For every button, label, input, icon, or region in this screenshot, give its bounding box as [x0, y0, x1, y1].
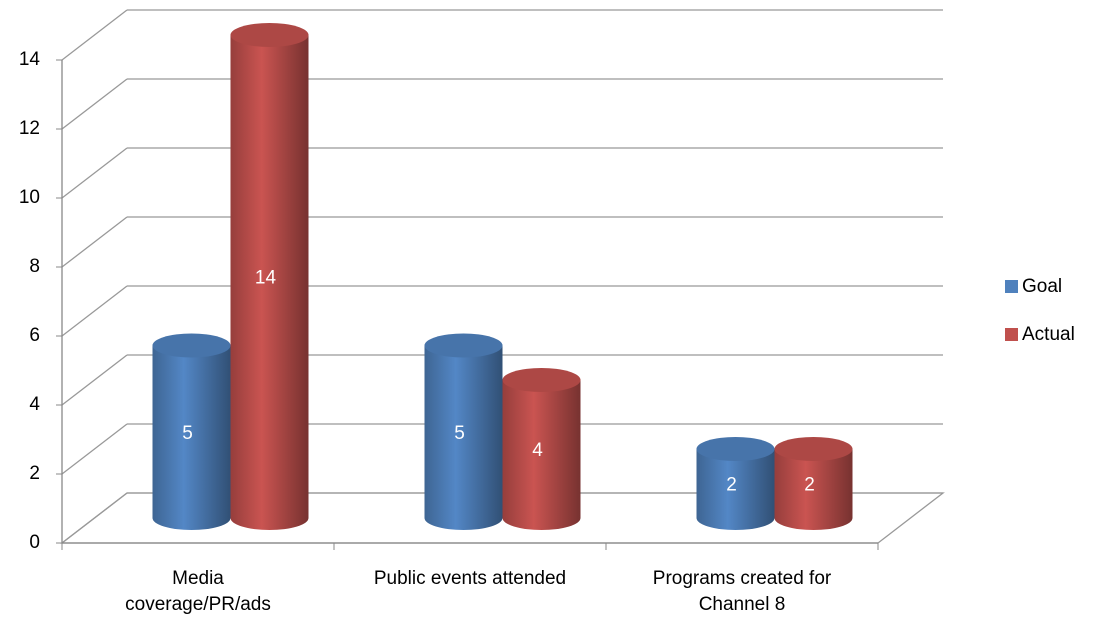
- bar-top: [424, 333, 503, 358]
- bar: [230, 35, 309, 530]
- side-grid-line: [61, 354, 128, 406]
- data-label: 5: [454, 423, 465, 444]
- data-label: 2: [804, 475, 815, 496]
- y-tick-label: 10: [19, 187, 40, 208]
- side-grid-line: [61, 423, 128, 475]
- bar-top: [152, 333, 231, 358]
- side-grid-line: [61, 216, 128, 268]
- legend-swatch: [1005, 328, 1018, 341]
- y-tick-label: 14: [19, 49, 41, 70]
- bar: [502, 380, 581, 530]
- y-tick-label: 12: [19, 118, 40, 139]
- y-tick-label: 4: [29, 394, 40, 415]
- bar-top: [502, 368, 581, 392]
- side-grid-line: [61, 492, 128, 544]
- legend-label: Goal: [1022, 276, 1062, 297]
- side-grid-line: [61, 78, 128, 130]
- x-tick-label: Programs created for Channel 8: [652, 568, 832, 615]
- data-label: 2: [726, 475, 737, 496]
- bar-top: [230, 23, 309, 47]
- bar: [696, 449, 775, 530]
- side-grid-line: [61, 147, 128, 199]
- legend-swatch: [1005, 280, 1018, 293]
- y-tick-label: 2: [29, 463, 40, 484]
- bar-top: [696, 437, 775, 461]
- bar: [774, 449, 853, 530]
- x-tick-label: Media coverage/PR/ads: [125, 568, 271, 615]
- y-tick-label: 6: [29, 325, 40, 346]
- x-tick-label: Public events attended: [373, 568, 567, 589]
- y-tick-label: 0: [29, 532, 40, 553]
- data-label: 14: [255, 268, 277, 289]
- legend-label: Actual: [1022, 324, 1075, 345]
- bar: [152, 345, 231, 530]
- side-grid-line: [61, 285, 128, 337]
- y-tick-label: 8: [29, 256, 40, 277]
- data-label: 5: [182, 423, 193, 444]
- data-label: 4: [532, 440, 543, 461]
- bar-top: [774, 437, 853, 461]
- side-grid-line: [61, 9, 128, 61]
- bar: [424, 345, 503, 530]
